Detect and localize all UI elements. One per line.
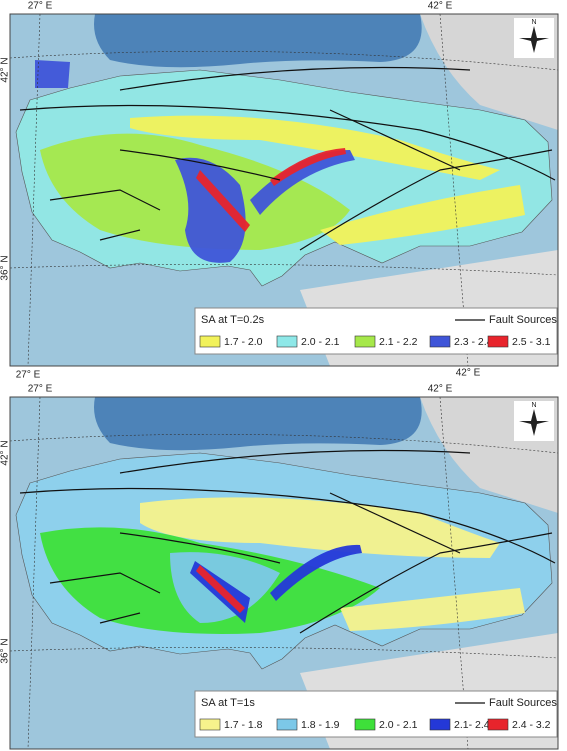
legend-swatch [487,335,509,348]
map-panel: 27° E 42° E 42° N 36° N 27° E 42° E N SA at T=0… [0,1,559,381]
fault-line [99,612,141,624]
fault-line [49,189,161,211]
fault-line [119,532,281,564]
legend-label: 2.1- 2.4 [454,719,490,731]
zone [35,60,70,88]
legend-label: 1.8 - 1.9 [301,719,340,731]
fault-line [19,104,556,181]
zone [320,185,525,245]
zone [175,157,246,263]
compass-rose [519,409,549,436]
zone [270,544,362,601]
graticule [9,396,559,750]
fault-line [119,66,471,91]
coord-label: 42° E [456,368,481,379]
coord-label: 42° N [0,57,11,82]
coord-label: 36° N [0,638,11,663]
legend-label: 2.5 - 3.1 [512,336,551,348]
coord-label: 27° E [28,1,53,12]
coord-label: 27° E [16,370,41,381]
fault-line [99,229,141,241]
legend-label: 2.1 - 2.2 [379,336,418,348]
fault-line [19,487,556,564]
coord-label: 42° N [0,440,11,465]
legend-swatch [429,718,451,731]
fault-line [299,532,553,634]
coord-label: 42° E [428,384,453,395]
map-frame [9,396,559,750]
compass-rose [519,26,549,53]
fault-line [49,572,161,594]
legend-swatch [199,718,221,731]
black-sea [94,14,422,68]
legend-swatch [276,718,298,731]
legend-label: 1.7 - 2.0 [224,336,263,348]
compass-north: N [531,402,536,409]
legend-title: SA at T=1s [201,697,255,709]
legend-swatch [487,718,509,731]
graticule [9,13,559,367]
fault-line [329,492,461,554]
fault-line [329,109,461,171]
coord-label: 42° E [428,1,453,12]
fault-line [299,149,553,251]
legend-swatch [354,335,376,348]
fault-line [119,149,281,181]
map-frame [9,13,559,367]
legend-label: 2.0 - 2.1 [379,719,418,731]
zone [130,115,500,180]
legend-swatch [276,335,298,348]
legend-label: 2.0 - 2.1 [301,336,340,348]
legend-label: 2.3 - 2.4 [454,336,493,348]
legend-fault-label: Fault Sources [489,314,557,326]
zone [140,497,500,558]
legend-swatch [354,718,376,731]
black-sea [94,397,422,451]
legend-label: 1.7 - 1.8 [224,719,263,731]
legend-fault-label: Fault Sources [489,697,557,709]
zone [270,148,346,186]
legend-label: 2.4 - 3.2 [512,719,551,731]
zone [196,565,245,613]
legend-title: SA at T=0.2s [201,314,265,326]
zone [250,150,355,215]
legend-swatch [429,335,451,348]
legend-swatch [199,335,221,348]
coord-label: 36° N [0,255,11,280]
coord-label: 27° E [28,384,53,395]
fault-line [119,449,471,474]
zone [196,170,250,232]
zone [340,588,525,631]
compass-north: N [531,19,536,26]
